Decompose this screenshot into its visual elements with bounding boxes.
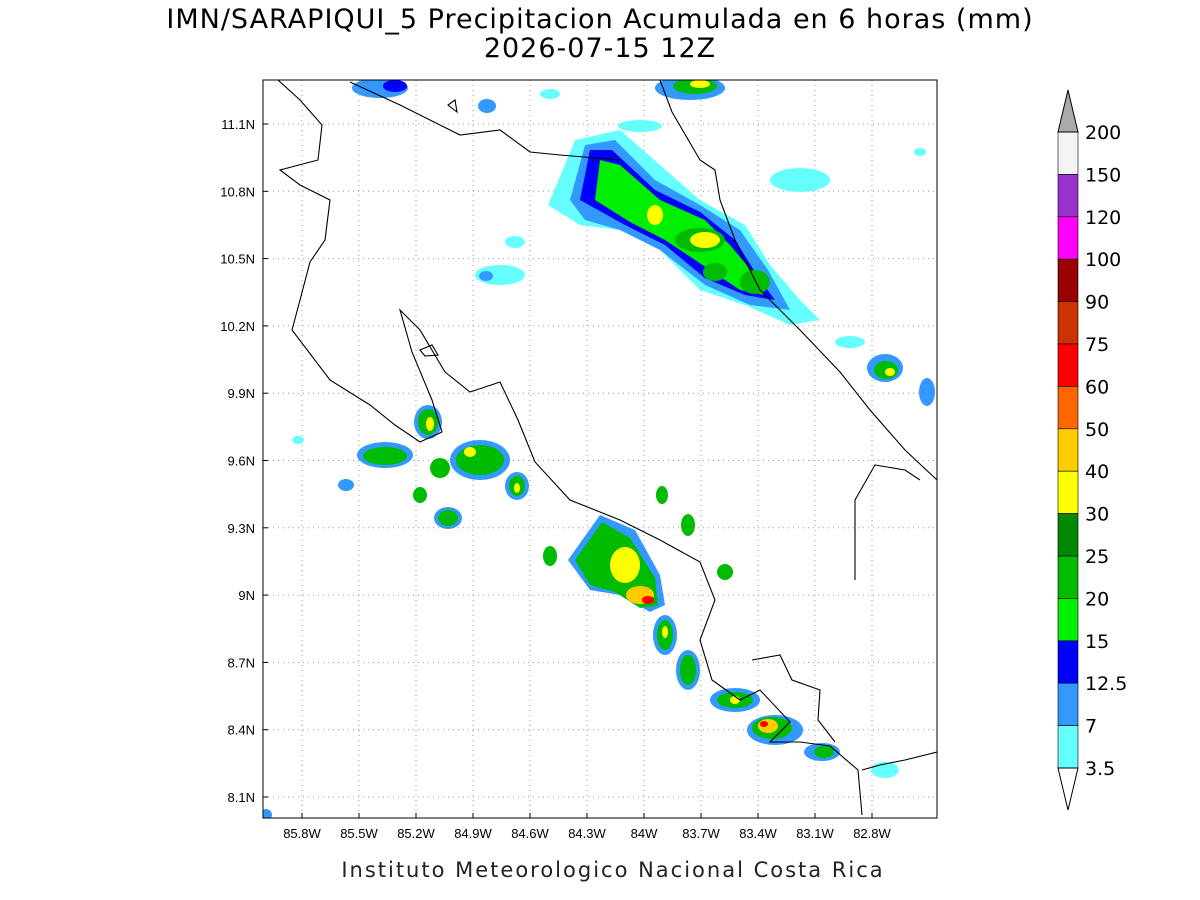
colorbar-label: 15 [1085, 631, 1109, 653]
colorbar-box [1057, 725, 1079, 769]
colorbar-box [1057, 682, 1079, 726]
lon-tick-label: 83.7W [682, 826, 720, 841]
lon-tick-label: 83.1W [796, 826, 834, 841]
lat-tick-label: 9.3N [228, 521, 255, 536]
colorbar-box [1057, 131, 1079, 175]
lon-tick-label: 82.8W [853, 826, 891, 841]
lon-tick-label: 84.6W [511, 826, 549, 841]
subtitle: 2026-07-15 12Z [484, 33, 716, 64]
colorbar-box [1057, 555, 1079, 599]
lat-tick-label: 9N [238, 588, 255, 603]
lat-tick-label: 9.9N [228, 386, 255, 401]
colorbar-label: 30 [1085, 504, 1109, 526]
colorbar-label: 60 [1085, 376, 1109, 398]
rain-band-south [263, 486, 899, 818]
lon-tick-label: 84.9W [454, 826, 492, 841]
lat-tick-label: 8.7N [228, 655, 255, 670]
colorbar-box [1057, 301, 1079, 345]
colorbar-box [1057, 598, 1079, 642]
lon-tick-label: 85.2W [397, 826, 435, 841]
colorbar-box [1057, 258, 1079, 302]
colorbar-box [1057, 513, 1079, 557]
lon-tick-label: 84W [631, 826, 658, 841]
colorbar-label: 25 [1085, 546, 1109, 568]
rain-band-north [548, 130, 935, 406]
colorbar-label: 3.5 [1085, 758, 1115, 780]
lat-tick-label: 9.6N [228, 454, 255, 469]
colorbar-label: 7 [1085, 716, 1097, 738]
title: IMN/SARAPIQUI_5 Precipitacion Acumulada … [166, 4, 1033, 35]
precipitation [263, 80, 935, 818]
lat-tick-label: 10.5N [220, 252, 255, 267]
lat-tick-label: 11.1N [221, 117, 255, 132]
colorbar-box [1057, 386, 1079, 430]
colorbar-label: 150 [1085, 164, 1121, 186]
lon-tick-label: 83.4W [739, 826, 777, 841]
coastlines [277, 80, 937, 816]
colorbar: 200 150 120 100 90 75 60 50 40 30 25 20 15 12.5 7 3.5 [1057, 89, 1127, 811]
colorbar-label: 100 [1085, 249, 1121, 271]
lat-tick-label: 8.1N [228, 790, 255, 805]
colorbar-label: 90 [1085, 292, 1109, 314]
map-frame [262, 79, 938, 819]
colorbar-box [1057, 428, 1079, 472]
rain-band-central [292, 405, 529, 529]
lat-tick-label: 8.4N [228, 723, 255, 738]
colorbar-under [1057, 767, 1079, 811]
graticule [263, 80, 937, 818]
colorbar-box [1057, 174, 1079, 218]
colorbar-box [1057, 216, 1079, 260]
lat-tick-label: 10.2N [220, 319, 255, 334]
footer: Instituto Meteorologico Nacional Costa R… [341, 858, 884, 882]
lon-tick-label: 85.5W [340, 826, 378, 841]
colorbar-over [1057, 89, 1079, 133]
colorbar-label: 75 [1085, 334, 1109, 356]
colorbar-box [1057, 343, 1079, 387]
colorbar-label: 120 [1085, 207, 1121, 229]
colorbar-label: 200 [1085, 122, 1121, 144]
colorbar-box [1057, 470, 1079, 514]
lon-tick-label: 85.8W [283, 826, 321, 841]
colorbar-label: 12.5 [1085, 673, 1127, 695]
lon-tick-label: 84.3W [568, 826, 606, 841]
lat-tick-label: 10.8N [220, 184, 255, 199]
colorbar-box [1057, 640, 1079, 684]
colorbar-label: 40 [1085, 461, 1109, 483]
colorbar-label: 20 [1085, 588, 1109, 610]
colorbar-label: 50 [1085, 419, 1109, 441]
rain-cell [352, 80, 926, 285]
